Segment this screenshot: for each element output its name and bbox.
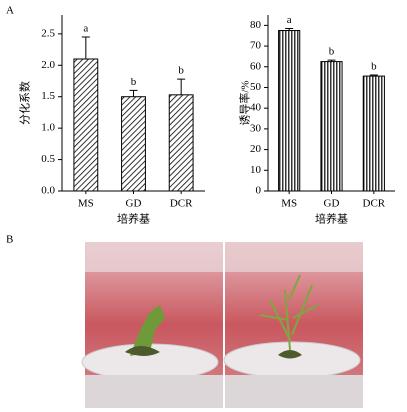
y-tick-label: 50 (250, 81, 262, 93)
significance-letter: a (83, 23, 88, 35)
significance-letter: b (178, 65, 184, 77)
y-axis-label: 分化系数 (18, 81, 32, 125)
y-tick-label: 60 (250, 60, 262, 72)
y-tick-label: 0.5 (41, 153, 55, 165)
y-tick-label: 10 (250, 164, 262, 176)
y-tick-label: 80 (250, 19, 262, 31)
bar (278, 30, 301, 192)
error-bar (369, 74, 378, 77)
x-tick-label: GD (126, 198, 142, 210)
y-tick-label: 1.5 (41, 90, 55, 102)
error-bar (177, 78, 186, 95)
significance-letter: b (329, 46, 335, 58)
x-axis-label: 培养基 (117, 212, 150, 226)
photo-right (223, 242, 363, 408)
error-bar (285, 27, 294, 31)
bar (320, 61, 343, 192)
y-tick-label: 40 (250, 102, 262, 114)
y-tick-label: 1.0 (41, 122, 55, 134)
x-tick-label: DCR (170, 198, 193, 210)
significance-letter: a (287, 14, 292, 26)
error-bar (327, 59, 336, 62)
panel-label: B (6, 234, 13, 246)
y-axis-label: 诱导率/% (238, 80, 252, 125)
panel-label: A (6, 5, 14, 17)
y-tick-label: 2.5 (41, 27, 55, 39)
x-tick-label: MS (281, 198, 297, 210)
x-tick-label: MS (78, 198, 94, 210)
y-tick-label: 0 (256, 185, 262, 197)
bar (168, 94, 194, 192)
bar (362, 75, 385, 192)
y-tick-label: 0.0 (41, 185, 55, 197)
bar (121, 96, 146, 192)
significance-letter: b (131, 76, 137, 88)
error-bar (81, 36, 90, 59)
y-tick-label: 70 (250, 40, 262, 52)
y-tick-label: 2.0 (41, 59, 55, 71)
x-tick-label: GD (324, 198, 340, 210)
significance-letter: b (371, 61, 377, 73)
photo-left (81, 242, 223, 408)
y-tick-label: 20 (250, 143, 262, 155)
bar (73, 58, 99, 192)
y-tick-label: 30 (250, 122, 262, 134)
x-tick-label: DCR (363, 198, 386, 210)
x-axis-label: 培养基 (315, 212, 348, 226)
error-bar (129, 89, 138, 97)
